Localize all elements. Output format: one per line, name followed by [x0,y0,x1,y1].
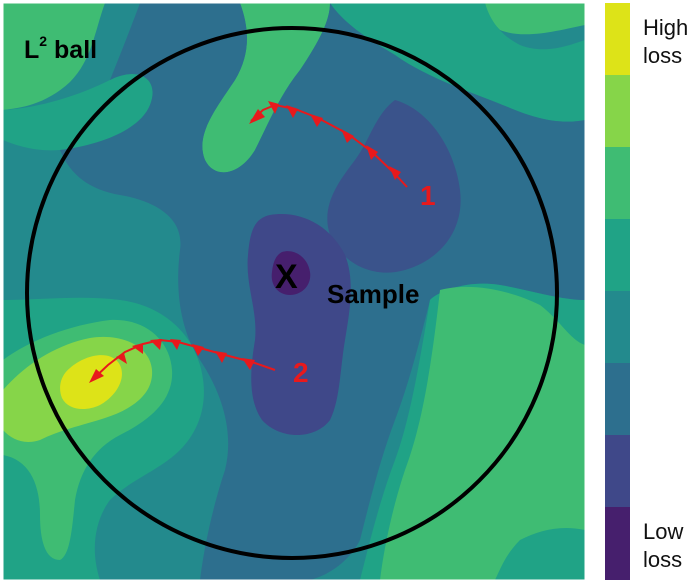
attack-path-1-arrow [341,129,354,143]
colorbar-low-line2: loss [643,547,682,572]
attack-path-2-arrow [192,344,204,356]
colorbar-level [605,435,630,508]
colorbar-low-line1: Low [643,519,683,544]
contour-high-loss-peak [60,355,122,410]
attack-path-2-arrow [132,343,143,354]
sample-label: Sample [327,279,420,309]
attack-path-2-line [91,338,276,381]
attack-path-2-arrow [242,358,255,370]
colorbar-high-line2: loss [643,43,682,68]
colorbar-low-label: Low loss [643,519,689,572]
ball-title: L2 ball [24,33,97,64]
attack-path-1-arrow [268,101,279,114]
colorbar [605,3,630,580]
contour-darkblue [327,100,461,273]
attack-path-1-arrow [249,109,265,124]
attack-path-1 [249,101,408,188]
attack-path-2-arrow [215,351,227,363]
colorbar-level [605,147,630,220]
colorbar-high-label: High loss [643,15,694,68]
colorbar-high-line1: High [643,15,688,40]
contour-green-top-right [485,3,585,35]
sample-marker: X [275,258,298,296]
landscape-frame [2,2,586,581]
attack-path-2-arrow [150,339,162,350]
attack-path-1-label: 1 [420,180,436,211]
l2-ball-circle [25,26,559,560]
attack-path-1-arrow [366,145,378,160]
attack-path-1-arrow [286,105,298,118]
contour-green-top-center [202,3,330,173]
ball-title-base: L [24,36,39,64]
attack-path-1-arrow [310,114,323,127]
contour-indigo [247,214,351,435]
colorbar-level [605,219,630,292]
colorbar-level [605,291,630,364]
ball-title-suffix: ball [47,36,97,64]
colorbar-level [605,75,630,148]
ball-title-superscript: 2 [39,33,47,49]
attack-path-2-arrow [170,339,181,350]
contour-green-top-left [3,3,105,110]
attack-path-1-arrow [389,166,401,180]
contour-low-loss-core [271,251,311,295]
colorbar-level [605,363,630,436]
attack-path-2 [89,338,276,383]
attack-path-2-arrow [89,369,104,383]
attack-path-2-label: 2 [293,357,309,388]
colorbar-level [605,507,630,580]
attack-path-2-arrow [116,353,127,364]
contour-teal-upper-right [330,3,585,122]
colorbar-level [605,3,630,76]
loss-landscape [2,2,586,581]
contour-lightgreen-right [380,286,585,580]
